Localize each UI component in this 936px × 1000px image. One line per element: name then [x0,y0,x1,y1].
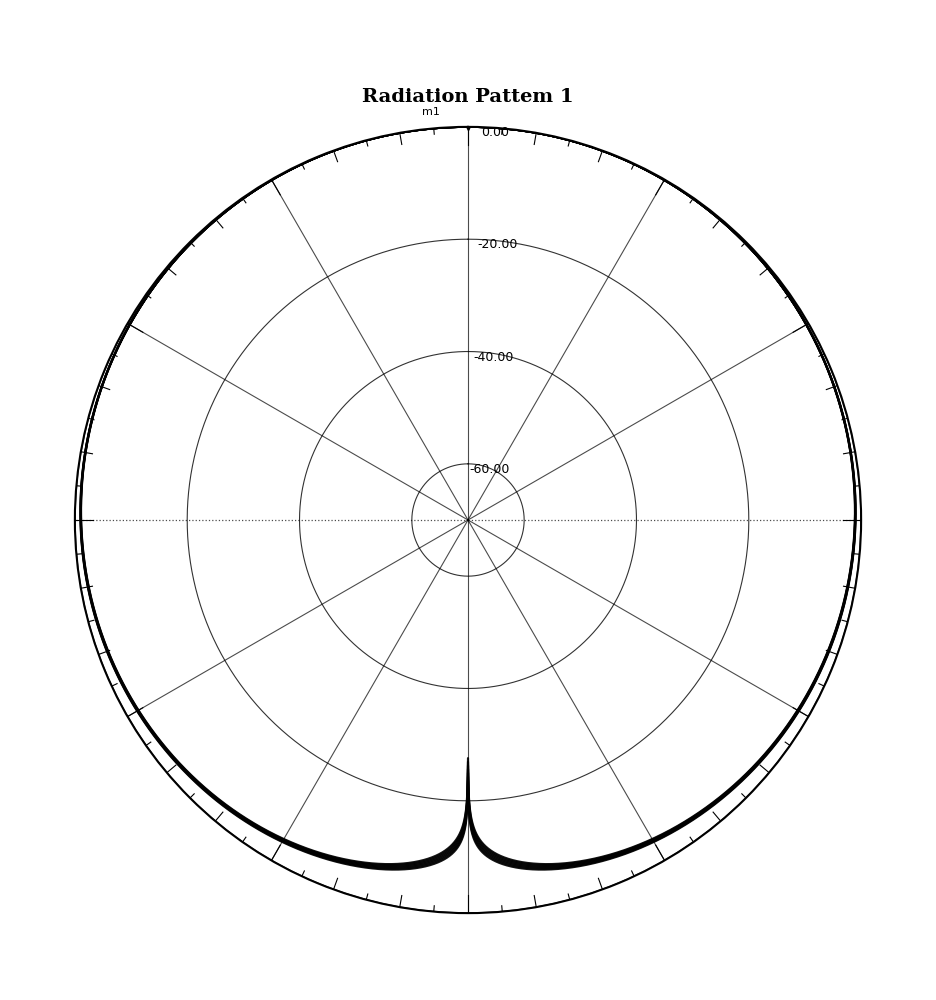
Text: -60.00: -60.00 [470,463,510,476]
Text: -20.00: -20.00 [477,238,518,251]
Title: Radiation Pattem 1: Radiation Pattem 1 [362,88,574,106]
Text: 0.00: 0.00 [481,126,509,139]
Text: m1: m1 [422,107,440,117]
Text: -40.00: -40.00 [474,351,514,364]
